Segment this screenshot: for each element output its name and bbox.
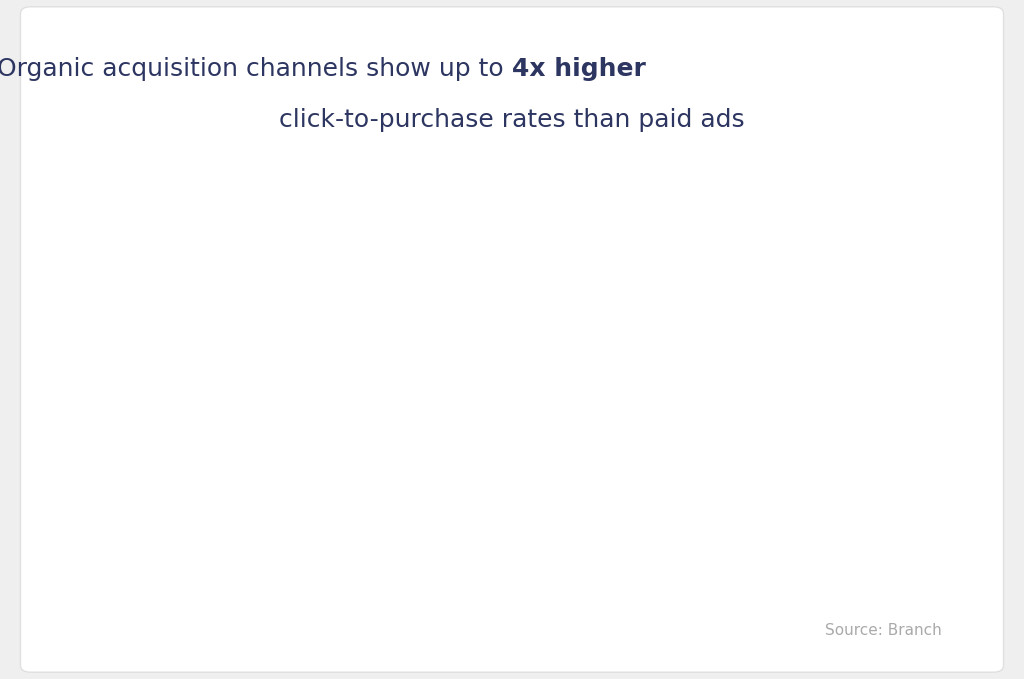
Text: 13.0%: 13.0%: [415, 458, 482, 477]
Y-axis label: Click-to-purchase rate: Click-to-purchase rate: [67, 263, 84, 447]
Text: 16.2%: 16.2%: [636, 433, 703, 452]
Text: 4x higher: 4x higher: [512, 58, 646, 81]
Bar: [398, 347, 499, 566]
Bar: [620, 293, 719, 566]
Text: 4.6%: 4.6%: [201, 521, 255, 540]
Text: 20.2%: 20.2%: [857, 403, 925, 422]
Bar: [178, 488, 278, 566]
Text: Source: Branch: Source: Branch: [825, 623, 942, 638]
Text: Organic acquisition channels show up to: Organic acquisition channels show up to: [0, 58, 512, 81]
Bar: [841, 225, 940, 566]
Text: click-to-purchase rates than paid ads: click-to-purchase rates than paid ads: [280, 109, 744, 132]
